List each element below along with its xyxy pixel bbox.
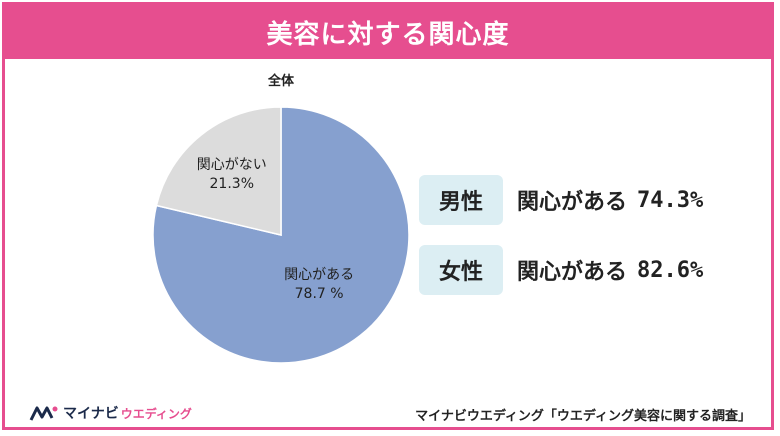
group-value-female: 関心がある 82.6% — [517, 245, 703, 295]
page-title: 美容に対する関心度 — [266, 19, 510, 50]
group-label-text: 女性 — [438, 260, 483, 285]
pie-slice-1 — [155, 106, 282, 236]
interest-label: 関心がある — [517, 190, 628, 215]
group-label-male: 男性 — [419, 175, 503, 225]
brand-name: マイナビ — [63, 406, 119, 422]
interest-percent: 82.6% — [637, 257, 704, 283]
brand-sub-name: ウエディング — [120, 406, 192, 421]
header-bar: 美容に対する関心度 — [5, 5, 771, 59]
slice-value-1: 21.3% — [210, 176, 254, 192]
slice-label-0: 関心がある — [284, 267, 354, 283]
group-value-male: 関心がある 74.3% — [517, 175, 703, 225]
group-label-text: 男性 — [438, 190, 483, 215]
interest-label: 関心がある — [517, 260, 628, 285]
group-label-female: 女性 — [419, 245, 503, 295]
brand-mark-icon — [29, 406, 58, 421]
interest-percent: 74.3% — [637, 187, 704, 213]
chart-title: 全体 — [267, 73, 295, 89]
source-credit: マイナビウエディング「ウエディング美容に関する調査」 — [415, 409, 751, 424]
infographic-frame: 美容に対する関心度 全体関心がある 78.7 % 関心がない 21.3% 男性 関心が… — [2, 2, 774, 430]
brand-logo: マイナビ ウエディング — [29, 403, 192, 423]
slice-label-1: 関心がない — [197, 157, 267, 173]
pie-chart-area: 全体関心がある 78.7 % 関心がない 21.3% — [141, 67, 421, 367]
slice-value-0: 78.7 % — [295, 286, 344, 302]
pie-slice-0 — [152, 106, 410, 364]
